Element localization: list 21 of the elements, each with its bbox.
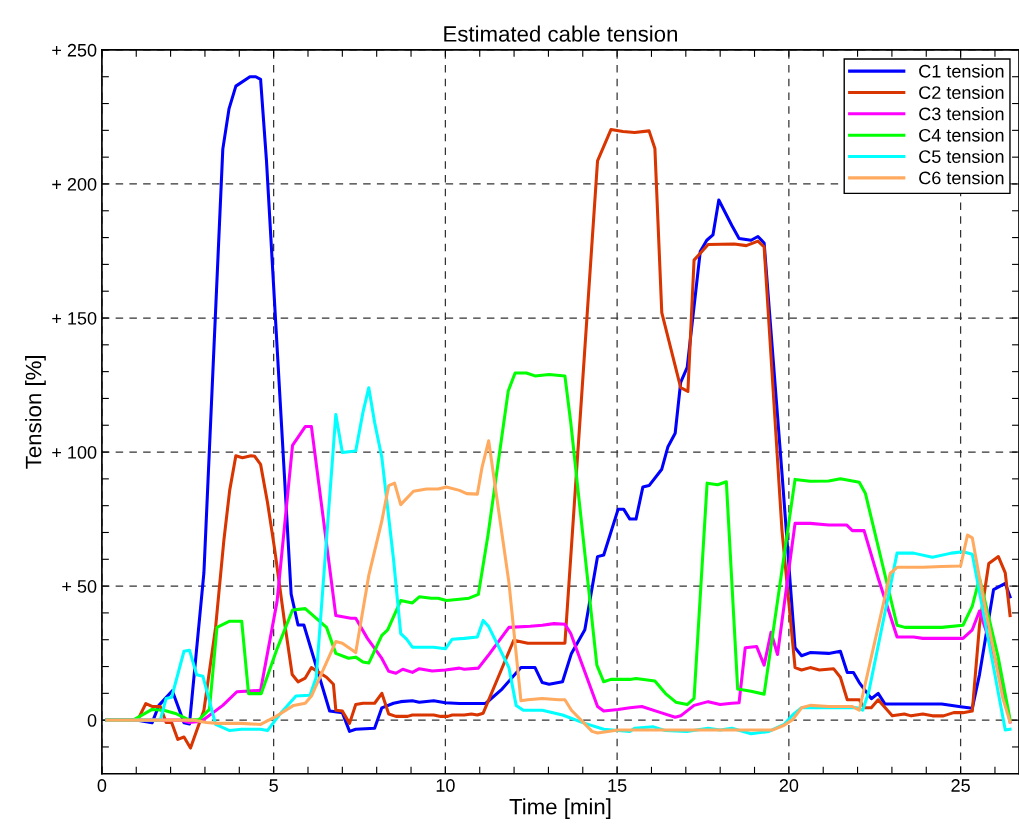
y-tick-label: 0	[87, 714, 97, 727]
y-axis-title: Tension [%]	[25, 355, 46, 469]
x-tick-label: 20	[779, 779, 799, 792]
legend-label: C1 tension	[919, 64, 1004, 78]
legend-label: C4 tension	[919, 128, 1004, 142]
x-tick-label: 10	[436, 779, 455, 792]
legend-label: C3 tension	[919, 107, 1004, 121]
y-tick-label: + 100	[52, 445, 97, 459]
x-tick-label: 0	[97, 779, 107, 792]
y-tick-label: + 150	[52, 311, 97, 325]
legend-label: C5 tension	[919, 149, 1004, 164]
y-tick-label: + 250	[52, 43, 97, 57]
legend-label: C6 tension	[919, 171, 1004, 185]
x-tick-label: 15	[608, 779, 627, 792]
x-axis-title: Time [min]	[509, 798, 611, 819]
y-tick-label: + 200	[52, 177, 97, 191]
legend-label: C2 tension	[919, 85, 1004, 99]
chart-title: Estimated cable tension	[444, 25, 677, 42]
x-tick-label: 5	[269, 779, 278, 792]
x-tick-label: 25	[951, 779, 970, 792]
y-tick-label: + 50	[62, 580, 97, 593]
